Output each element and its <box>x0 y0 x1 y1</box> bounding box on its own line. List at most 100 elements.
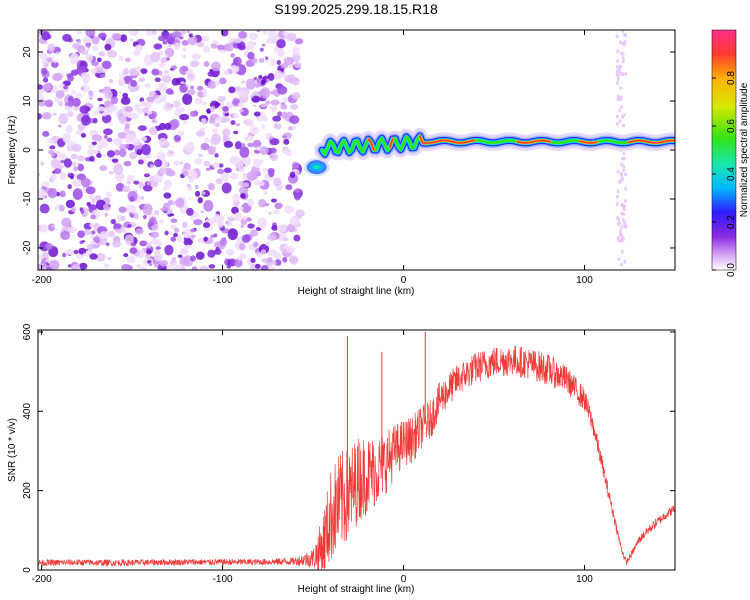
noise-blob <box>92 117 98 124</box>
noise-blob <box>258 75 263 79</box>
noise-blob <box>138 159 144 165</box>
noise-blob <box>151 118 157 124</box>
noise-blob <box>150 30 157 35</box>
noise-blob <box>130 79 138 87</box>
noise-blob <box>250 173 258 180</box>
artifact-blob <box>616 73 620 78</box>
noise-blob <box>180 81 185 85</box>
noise-blob <box>150 51 161 63</box>
noise-blob <box>144 82 151 89</box>
artifact-blob <box>621 218 625 223</box>
noise-blob <box>293 193 301 201</box>
noise-blob <box>201 118 207 123</box>
noise-blob <box>113 223 122 229</box>
noise-blob <box>144 112 148 116</box>
noise-blob <box>190 255 196 262</box>
noise-blob <box>150 181 159 188</box>
noise-blob <box>85 186 96 195</box>
noise-blob <box>285 184 293 191</box>
noise-blob <box>164 70 169 74</box>
artifact-blob <box>616 77 620 82</box>
noise-blob <box>85 251 91 257</box>
artifact-blob <box>617 108 621 113</box>
noise-blob <box>105 191 112 197</box>
noise-blob <box>282 31 289 37</box>
artifact-blob <box>624 224 628 229</box>
artifact-blob <box>616 189 620 194</box>
noise-blob <box>187 72 196 82</box>
artifact-blob <box>624 33 628 38</box>
noise-blob <box>207 249 216 258</box>
noise-blob <box>129 68 137 75</box>
noise-blob <box>173 160 181 166</box>
noise-blob <box>91 45 99 51</box>
artifact-blob <box>615 64 619 69</box>
noise-blob <box>252 241 259 248</box>
noise-blob <box>287 96 292 102</box>
noise-blob <box>238 186 249 195</box>
noise-blob <box>257 217 268 229</box>
noise-blob <box>158 219 164 224</box>
noise-blob <box>77 30 82 35</box>
noise-blob <box>146 181 151 186</box>
noise-blob <box>189 215 195 220</box>
noise-blob <box>61 217 72 227</box>
noise-blob <box>260 80 266 86</box>
noise-blob <box>77 155 86 162</box>
noise-blob <box>239 146 250 158</box>
noise-blob <box>146 242 152 249</box>
noise-blob <box>81 177 91 188</box>
noise-blob <box>256 30 261 33</box>
noise-blob <box>49 145 56 150</box>
noise-blob <box>216 44 225 50</box>
noise-blob <box>50 173 57 181</box>
noise-blob <box>228 86 236 94</box>
noise-blob <box>273 177 282 187</box>
noise-blob <box>227 216 235 222</box>
noise-blob <box>129 37 134 42</box>
noise-blob <box>267 234 277 241</box>
noise-blob <box>171 31 182 39</box>
noise-blob <box>148 91 157 98</box>
noise-blob <box>238 31 247 39</box>
noise-blob <box>252 104 257 107</box>
noise-blob <box>209 117 216 125</box>
noise-blob <box>81 240 86 243</box>
noise-blob <box>261 43 266 47</box>
noise-blob <box>282 148 292 155</box>
artifact-blob <box>618 64 622 69</box>
artifact-blob <box>615 114 619 119</box>
noise-blob <box>91 230 96 235</box>
artifact-blob <box>622 123 626 128</box>
noise-blob <box>149 231 160 239</box>
noise-blob <box>259 159 264 164</box>
bottom-x-tick-label: -200 <box>32 574 52 585</box>
noise-blob <box>171 65 177 70</box>
noise-blob <box>124 106 134 113</box>
noise-blob <box>247 51 255 60</box>
noise-blob <box>146 249 152 255</box>
colorbar-label: Normalized spectral amplitude <box>739 82 750 217</box>
noise-blob <box>146 96 155 103</box>
noise-blob <box>223 69 230 76</box>
noise-blob <box>185 166 191 171</box>
noise-blob <box>176 235 183 243</box>
noise-blob <box>104 90 113 100</box>
noise-blob <box>241 234 251 243</box>
noise-blob <box>124 133 135 144</box>
noise-blob <box>86 201 91 207</box>
snr-line <box>38 345 675 570</box>
noise-blob <box>65 199 75 209</box>
noise-blob <box>101 60 112 70</box>
noise-blob <box>230 53 235 58</box>
noise-blob <box>274 202 283 210</box>
noise-blob <box>164 122 172 131</box>
noise-blob <box>263 190 268 195</box>
noise-blob <box>239 206 244 211</box>
colorbar-tick-label: 0.8 <box>726 71 737 85</box>
noise-blob <box>89 155 95 162</box>
noise-blob <box>238 109 244 113</box>
noise-blob <box>40 161 45 166</box>
